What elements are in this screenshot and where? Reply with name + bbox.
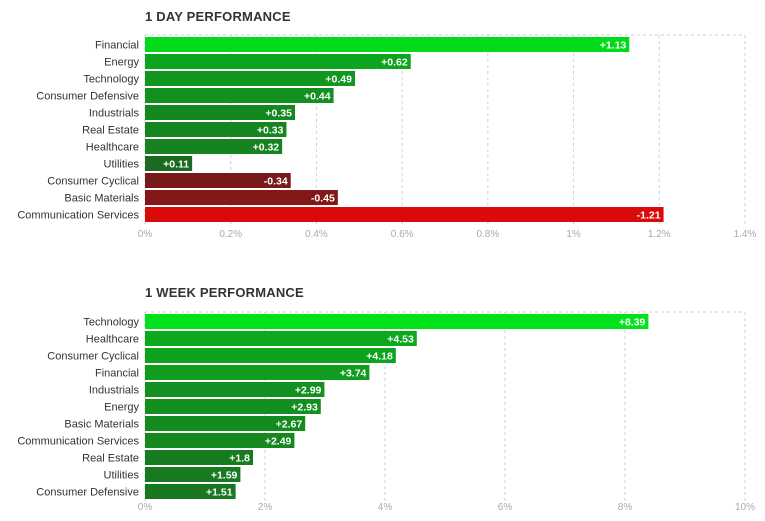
day-bar[interactable]: [145, 173, 291, 188]
day-category-label: Consumer Cyclical: [47, 176, 139, 188]
day-bar[interactable]: [145, 156, 193, 171]
day-value-label: +0.32: [253, 142, 280, 154]
week-category-label: Energy: [104, 402, 139, 414]
week-category-label: Financial: [95, 368, 139, 380]
week-bar[interactable]: [145, 467, 241, 482]
week-category-label: Basic Materials: [64, 419, 139, 431]
day-value-label: +0.49: [325, 74, 352, 86]
week-category-label: Industrials: [89, 385, 140, 397]
week-bar[interactable]: [145, 365, 370, 380]
day-category-label: Industrials: [89, 108, 140, 120]
week-value-label: +2.93: [291, 402, 318, 414]
day-bar[interactable]: [145, 71, 355, 86]
day-tick-label: 0%: [138, 229, 153, 240]
day-tick-label: 0.6%: [391, 229, 414, 240]
day-category-label: Energy: [104, 57, 139, 69]
day-bar[interactable]: [145, 88, 334, 103]
week-performance-title: 1 WEEK PERFORMANCE: [145, 285, 304, 300]
week-bar[interactable]: [145, 450, 253, 465]
day-category-label: Consumer Defensive: [36, 91, 139, 103]
day-bar[interactable]: [145, 37, 630, 52]
week-category-label: Utilities: [104, 470, 140, 482]
day-value-label: -0.34: [264, 176, 288, 188]
week-bar[interactable]: [145, 348, 396, 363]
day-value-label: +0.62: [381, 57, 408, 69]
week-value-label: +2.67: [276, 419, 303, 431]
week-category-label: Communication Services: [17, 436, 139, 448]
day-category-label: Technology: [83, 74, 139, 86]
day-bar[interactable]: [145, 105, 295, 120]
week-value-label: +3.74: [340, 368, 367, 380]
day-bar[interactable]: [145, 54, 411, 69]
week-value-label: +1.51: [206, 487, 233, 499]
week-value-label: +4.18: [366, 351, 393, 363]
day-category-label: Basic Materials: [64, 193, 139, 205]
day-category-label: Financial: [95, 40, 139, 52]
week-value-label: +1.8: [229, 453, 250, 465]
day-value-label: +0.44: [304, 91, 331, 103]
day-bar[interactable]: [145, 190, 338, 205]
week-bar[interactable]: [145, 382, 325, 397]
week-tick-label: 2%: [258, 502, 273, 513]
week-tick-label: 6%: [498, 502, 513, 513]
day-bar[interactable]: [145, 122, 287, 137]
week-category-label: Consumer Cyclical: [47, 351, 139, 363]
day-performance-chart: 0% 0.2% 0.4% 0.6% 0.8% 1% 1.2% 1.4% Financial +1.…: [17, 34, 757, 240]
week-category-label: Technology: [83, 317, 139, 329]
day-value-label: -0.45: [311, 193, 335, 205]
week-bar[interactable]: [145, 314, 649, 329]
week-tick-label: 0%: [138, 502, 153, 513]
week-category-label: Healthcare: [86, 334, 139, 346]
day-bar[interactable]: [145, 139, 283, 154]
day-bar[interactable]: [145, 207, 664, 222]
day-tick-label: 1.4%: [734, 229, 757, 240]
day-tick-label: 1%: [566, 229, 581, 240]
day-tick-label: 0.2%: [219, 229, 242, 240]
week-tick-label: 8%: [618, 502, 633, 513]
week-bar[interactable]: [145, 484, 236, 499]
week-category-label: Consumer Defensive: [36, 487, 139, 499]
day-value-label: +0.35: [265, 108, 292, 120]
day-performance-title: 1 DAY PERFORMANCE: [145, 9, 291, 24]
day-value-label: +0.11: [163, 159, 189, 171]
week-value-label: +8.39: [619, 317, 646, 329]
day-value-label: +0.33: [257, 125, 284, 137]
week-value-label: +1.59: [211, 470, 238, 482]
day-tick-label: 1.2%: [648, 229, 671, 240]
day-tick-label: 0.8%: [476, 229, 499, 240]
day-category-label: Communication Services: [17, 210, 139, 222]
day-value-label: -1.21: [637, 210, 661, 222]
week-value-label: +4.53: [387, 334, 414, 346]
week-category-label: Real Estate: [82, 453, 139, 465]
week-bar[interactable]: [145, 399, 321, 414]
day-category-label: Real Estate: [82, 125, 139, 137]
week-value-label: +2.49: [265, 436, 292, 448]
day-category-label: Utilities: [104, 159, 140, 171]
day-category-label: Healthcare: [86, 142, 139, 154]
week-bar[interactable]: [145, 433, 295, 448]
day-value-label: +1.13: [600, 40, 627, 52]
week-bar[interactable]: [145, 331, 417, 346]
week-value-label: +2.99: [295, 385, 322, 397]
week-tick-label: 4%: [378, 502, 393, 513]
week-tick-label: 10%: [735, 502, 755, 513]
week-bar[interactable]: [145, 416, 306, 431]
day-tick-label: 0.4%: [305, 229, 328, 240]
